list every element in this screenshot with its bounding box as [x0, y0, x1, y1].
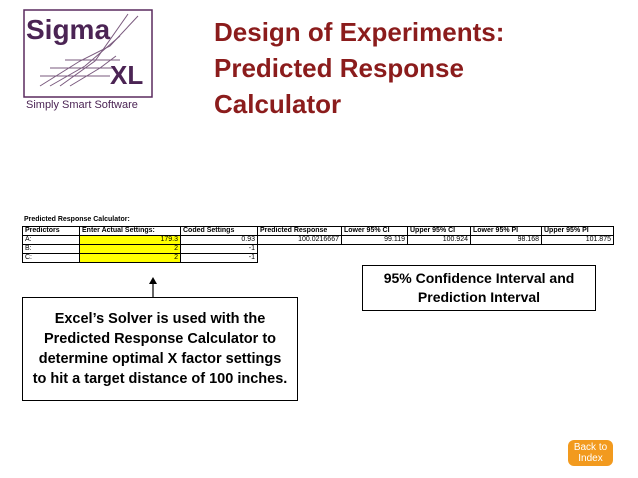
callout-arrow: [149, 277, 157, 298]
logo-graphic: [39, 13, 139, 87]
header-cell: Upper 95% CI: [407, 226, 471, 236]
row-label: C:: [22, 253, 80, 263]
title-line: Calculator: [214, 89, 342, 119]
header-cell: Predictors: [22, 226, 80, 236]
logo-name: Sigma: [26, 14, 110, 45]
upper-pi-cell: 101.875: [541, 235, 614, 245]
logo: Sigma XL Simply Smart Software: [23, 9, 153, 111]
table-row: C: 2 -1: [22, 253, 614, 263]
header-cell: Predicted Response: [257, 226, 342, 236]
title-line: Design of Experiments:: [214, 17, 505, 47]
logo-suffix: XL: [110, 60, 143, 90]
header-cell: Lower 95% CI: [341, 226, 408, 236]
lower-ci-cell: 99.119: [341, 235, 408, 245]
actual-cell: 2: [79, 244, 181, 254]
calculator-table: Predictors Enter Actual Settings: Coded …: [22, 226, 614, 263]
interval-callout: 95% Confidence Interval and Prediction I…: [362, 265, 596, 311]
upper-ci-cell: 100.924: [407, 235, 471, 245]
predicted-cell: 100.0216667: [257, 235, 342, 245]
header-row: Predictors Enter Actual Settings: Coded …: [22, 226, 614, 236]
title-line: Predicted Response: [214, 53, 464, 83]
logo-tagline: Simply Smart Software: [26, 99, 138, 111]
table-row: A: 179.3 0.93 100.0216667 99.119 100.924…: [22, 235, 614, 245]
actual-cell: 179.3: [79, 235, 181, 245]
header-cell: Coded Settings: [180, 226, 258, 236]
slide-title: Design of Experiments: Predicted Respons…: [214, 14, 504, 122]
row-label: B:: [22, 244, 80, 254]
table-caption: Predicted Response Calculator:: [24, 216, 130, 223]
solver-callout: Excel’s Solver is used with the Predicte…: [22, 297, 298, 401]
coded-cell: -1: [180, 253, 258, 263]
back-button[interactable]: Back to Index: [568, 440, 613, 466]
actual-cell: 2: [79, 253, 181, 263]
row-label: A:: [22, 235, 80, 245]
coded-cell: -1: [180, 244, 258, 254]
header-cell: Upper 95% PI: [541, 226, 614, 236]
header-cell: Enter Actual Settings:: [79, 226, 181, 236]
coded-cell: 0.93: [180, 235, 258, 245]
table-row: B: 2 -1: [22, 244, 614, 254]
lower-pi-cell: 98.168: [470, 235, 542, 245]
logo-frame: [23, 9, 153, 98]
header-cell: Lower 95% PI: [470, 226, 542, 236]
